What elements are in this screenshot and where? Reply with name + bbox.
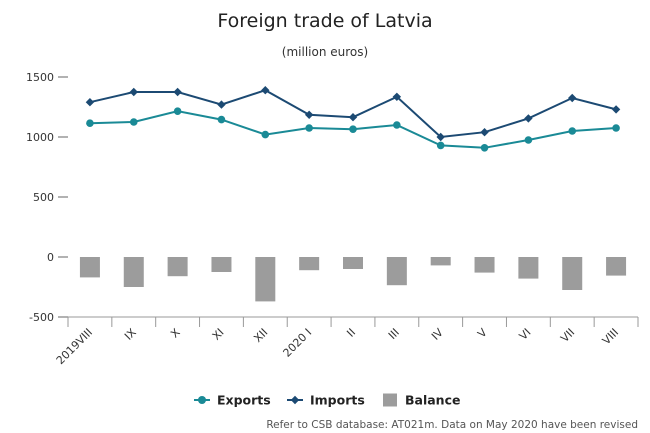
x-tick-label: VII: [558, 326, 577, 345]
series-lines: [85, 86, 621, 152]
x-tick-label: XII: [251, 326, 270, 345]
imports-point: [261, 86, 270, 95]
x-tick-label: IX: [122, 326, 139, 343]
balance-bar: [343, 257, 363, 269]
x-tick-label: X: [168, 326, 183, 341]
balance-legend-marker: [383, 393, 397, 407]
y-tick-label: 0: [47, 251, 54, 264]
exports-point: [612, 124, 620, 132]
imports-legend-marker: [290, 395, 300, 405]
exports-point: [173, 107, 182, 115]
chart-subtitle: (million euros): [282, 45, 368, 59]
x-tick-label: IV: [429, 326, 446, 343]
balance-bar: [562, 257, 583, 290]
balance-legend-label: Balance: [405, 393, 460, 408]
imports-point: [173, 87, 182, 97]
exports-point: [86, 119, 94, 127]
balance-bar: [606, 257, 627, 276]
exports-point: [436, 141, 445, 150]
x-tick-label: II: [344, 326, 358, 340]
imports-point: [568, 93, 577, 103]
balance-bars: [79, 257, 627, 302]
exports-point: [305, 124, 313, 132]
balance-bar: [299, 257, 320, 271]
imports-point: [129, 87, 138, 97]
exports-legend-label: Exports: [217, 393, 271, 408]
imports-point: [480, 128, 489, 137]
x-tick-label: VIII: [600, 326, 621, 347]
exports-point: [261, 130, 270, 139]
chart-title: Foreign trade of Latvia: [217, 10, 432, 32]
x-tick-label: VI: [517, 326, 534, 343]
balance-bar: [211, 257, 232, 272]
exports-legend-marker: [198, 396, 206, 404]
balance-bar: [518, 257, 539, 279]
exports-point: [393, 121, 401, 129]
x-tick-label: III: [386, 326, 402, 342]
x-tick-label: V: [475, 326, 490, 341]
exports-point: [480, 144, 489, 152]
x-tick-label: 2020 I: [281, 326, 315, 360]
balance-bar: [386, 257, 407, 286]
y-tick-label: 1000: [26, 131, 54, 144]
imports-point: [524, 114, 533, 123]
balance-bar: [167, 257, 188, 277]
balance-bar: [255, 257, 276, 302]
imports-point: [348, 113, 358, 122]
y-axis: -500 0 500 1000 1500: [26, 71, 68, 324]
y-tick-label: -500: [29, 311, 54, 324]
exports-point: [349, 125, 357, 133]
legend: Exports Imports Balance: [194, 393, 460, 408]
y-tick-label: 500: [33, 191, 54, 204]
balance-bar: [430, 257, 451, 266]
balance-bar: [123, 257, 144, 287]
source-note: Refer to CSB database: AT021m. Data on M…: [266, 419, 638, 431]
imports-point: [611, 105, 621, 114]
balance-bar: [79, 257, 100, 278]
exports-point: [524, 136, 533, 144]
exports-point: [217, 115, 226, 124]
imports-point: [436, 132, 445, 142]
x-tick-label: XI: [210, 326, 227, 343]
imports-point: [392, 92, 402, 101]
imports-legend-label: Imports: [310, 393, 365, 408]
y-tick-label: 1500: [26, 71, 54, 84]
exports-point: [129, 118, 138, 126]
x-tick-label: 2019VIII: [54, 326, 95, 367]
imports-point: [85, 98, 95, 107]
imports-point: [217, 100, 226, 109]
balance-bar: [474, 257, 495, 273]
imports-point: [304, 110, 314, 119]
exports-point: [568, 127, 577, 135]
x-axis: 2019VIII IX X XI XII 2020 I II III IV V VI VII VIII: [54, 316, 639, 367]
